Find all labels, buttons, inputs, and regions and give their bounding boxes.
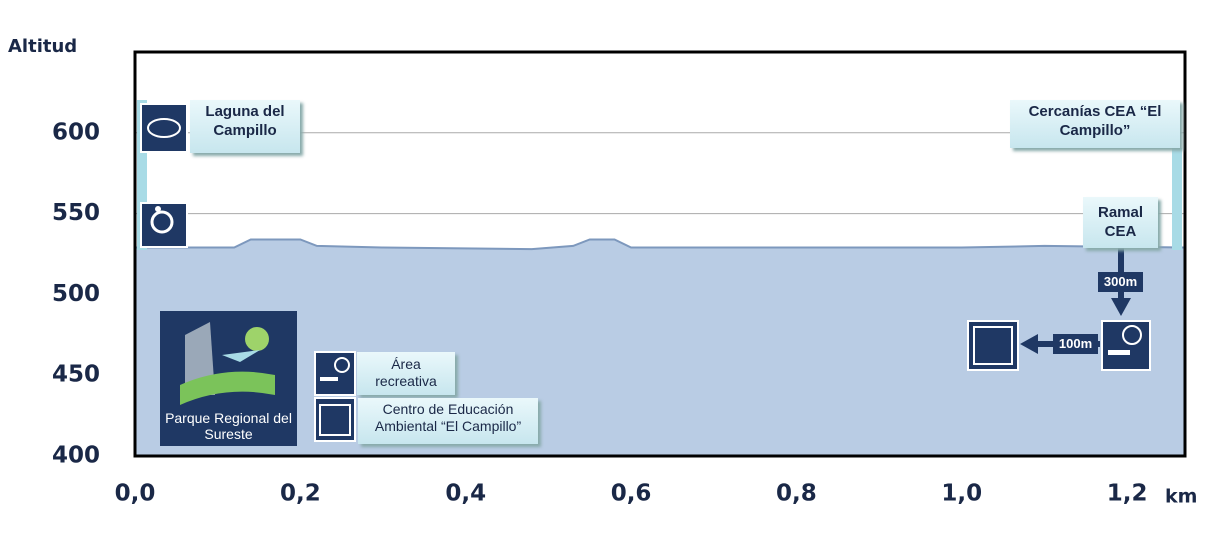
x-tick-label: 0,8: [776, 481, 817, 507]
x-tick-label: 1,2: [1107, 481, 1148, 507]
annotation: Cercanías CEA “El Campillo”: [1010, 100, 1180, 148]
legend-entry: Área recreativa: [357, 352, 455, 395]
distance-tag: 100m: [1053, 334, 1098, 354]
logo-shape: [245, 327, 269, 351]
icon-centre: [314, 397, 356, 442]
profile-line: [135, 238, 1186, 251]
marker-bar: [137, 100, 147, 250]
y-axis-label: Altitud: [8, 36, 77, 57]
x-tick-label: 1,0: [941, 481, 982, 507]
x-tick-label: 0,4: [445, 481, 486, 507]
icon-wheelchair: [140, 202, 188, 248]
x-tick-label: 0,6: [611, 481, 652, 507]
y-tick-label: 550: [52, 200, 100, 226]
y-tick-label: 450: [52, 362, 100, 388]
marker-bar: [1172, 148, 1182, 250]
icon-centre: [967, 320, 1019, 371]
icon-laguna: [140, 103, 188, 153]
annotation: Ramal CEA: [1083, 197, 1158, 248]
y-tick-label: 400: [52, 443, 100, 469]
arrow: [1020, 334, 1038, 354]
y-tick-label: 600: [52, 119, 100, 145]
icon-picnic: [1101, 320, 1151, 371]
logo-text: Parque Regional del Sureste: [165, 410, 292, 442]
logo-shape: [222, 350, 260, 362]
plot-frame: [133, 50, 1187, 458]
annotation: Laguna del Campillo: [190, 100, 300, 153]
distance-tag: 300m: [1098, 272, 1143, 292]
x-tick-label: 0,2: [280, 481, 321, 507]
arrow: [1111, 298, 1131, 316]
legend-entry: Centro de Educación Ambiental “El Campil…: [358, 398, 538, 444]
y-tick-label: 500: [52, 281, 100, 307]
x-tick-label: 0,0: [115, 481, 156, 507]
x-axis-unit: km: [1165, 486, 1197, 508]
logo-shape: [180, 371, 275, 405]
icon-picnic: [314, 351, 356, 396]
